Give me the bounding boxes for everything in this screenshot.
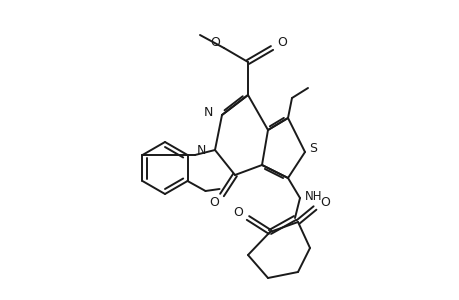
Text: O: O [276,35,286,49]
Text: O: O [208,196,218,208]
Text: N: N [196,143,205,157]
Text: O: O [233,206,242,218]
Text: O: O [319,196,329,208]
Text: N: N [203,106,212,118]
Text: O: O [210,35,219,49]
Text: S: S [308,142,316,154]
Text: NH: NH [305,190,322,202]
